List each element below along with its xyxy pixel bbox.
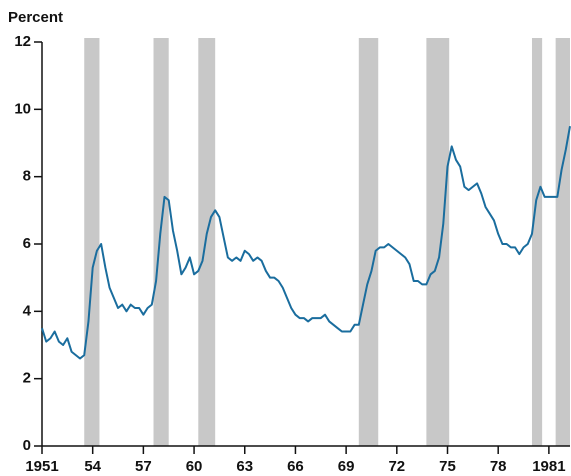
y-tick-label: 12 <box>14 33 31 50</box>
x-tick-label: 72 <box>388 458 405 475</box>
y-tick-label: 4 <box>23 302 32 319</box>
x-tick-label: 60 <box>186 458 203 475</box>
x-tick-label: 78 <box>490 458 507 475</box>
recession-band <box>84 38 100 446</box>
x-tick-label: 57 <box>135 458 152 475</box>
recession-band <box>426 38 450 446</box>
data-line <box>41 125 571 360</box>
y-axis-title: Percent <box>8 9 63 26</box>
recession-band <box>555 38 570 446</box>
x-tick-label: 66 <box>287 458 304 475</box>
recession-band <box>358 38 379 446</box>
y-tick-label: 6 <box>23 235 31 252</box>
x-tick-label: 75 <box>439 458 456 475</box>
recession-band <box>198 38 216 446</box>
recession-band <box>153 38 169 446</box>
x-tick-label: 1981 <box>532 458 565 475</box>
x-tick-label: 54 <box>84 458 101 475</box>
y-tick-label: 8 <box>23 168 31 185</box>
y-tick-label: 10 <box>14 100 31 117</box>
recession-band <box>531 38 543 446</box>
x-tick-label: 69 <box>338 458 355 475</box>
y-tick-label: 2 <box>23 370 31 387</box>
x-tick-label: 1951 <box>25 458 58 475</box>
x-tick-label: 63 <box>236 458 253 475</box>
y-tick-label: 0 <box>23 437 31 454</box>
